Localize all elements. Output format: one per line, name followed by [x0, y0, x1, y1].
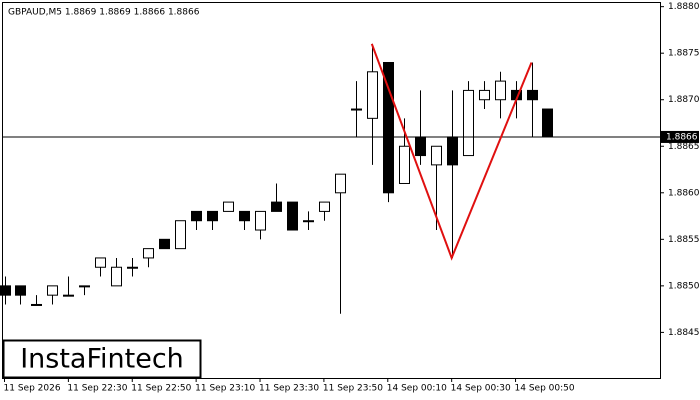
candle-body [15, 285, 26, 296]
x-tick-label: 14 Sep 00:50 [515, 384, 575, 394]
candle-body [303, 220, 314, 223]
candle-body [31, 303, 42, 306]
candle-body [223, 201, 234, 212]
current-price-tag [661, 130, 699, 143]
candle-body [143, 248, 154, 259]
candle-body [271, 201, 282, 212]
candle-body [191, 210, 202, 222]
candle-body [415, 136, 426, 157]
candle-body [239, 210, 250, 222]
candle-body [319, 201, 330, 212]
candle-body [431, 145, 442, 166]
candle-body [351, 108, 362, 111]
candle-body [111, 266, 122, 287]
y-tick-label: 1.8860 [668, 188, 700, 198]
candle-body [255, 210, 266, 231]
candle-body [47, 285, 58, 296]
candle-body [447, 136, 458, 166]
y-tick-label: 1.8845 [668, 328, 700, 338]
y-tick-label: 1.8875 [668, 49, 700, 59]
candle-body [159, 238, 170, 250]
candle-body [527, 89, 538, 101]
candle-body [463, 89, 474, 157]
candle-body [79, 285, 90, 288]
logo: InstaFintech [20, 344, 184, 375]
x-tick-label: 11 Sep 23:10 [195, 384, 255, 394]
x-tick-label: 14 Sep 00:30 [451, 384, 511, 394]
pattern-line [370, 43, 533, 261]
x-tick-label: 14 Sep 00:10 [387, 384, 447, 394]
x-tick-label: 11 Sep 23:30 [259, 384, 319, 394]
logo-box [2, 339, 202, 379]
current-price-label: 1.8866 [666, 132, 698, 142]
x-tick-label: 11 Sep 2026 [4, 384, 61, 394]
candle-body [335, 173, 346, 194]
chart-title: GBPAUD,M5 1.8869 1.8869 1.8866 1.8866 [8, 8, 200, 18]
candle-body [367, 71, 378, 119]
candle-body [287, 201, 298, 231]
x-tick-label: 11 Sep 22:30 [67, 384, 127, 394]
candle-body [479, 89, 490, 101]
candle-body [495, 80, 506, 101]
candle-body [95, 257, 106, 268]
x-tick-label: 11 Sep 23:50 [323, 384, 383, 394]
y-tick-label: 1.8880 [668, 2, 700, 12]
candle-body [127, 266, 138, 269]
candle-body [383, 61, 394, 194]
candle-body [175, 220, 186, 250]
candle-body [399, 145, 410, 184]
candle-body [63, 294, 74, 297]
candle-body [207, 210, 218, 222]
y-tick-label: 1.8865 [668, 142, 700, 152]
x-tick-label: 11 Sep 22:50 [131, 384, 191, 394]
candle-body [542, 108, 553, 138]
candle-body [0, 285, 11, 296]
y-tick-label: 1.8850 [668, 281, 700, 291]
y-tick-label: 1.8870 [668, 95, 700, 105]
plot-frame [2, 2, 661, 379]
y-tick-label: 1.8855 [668, 235, 700, 245]
